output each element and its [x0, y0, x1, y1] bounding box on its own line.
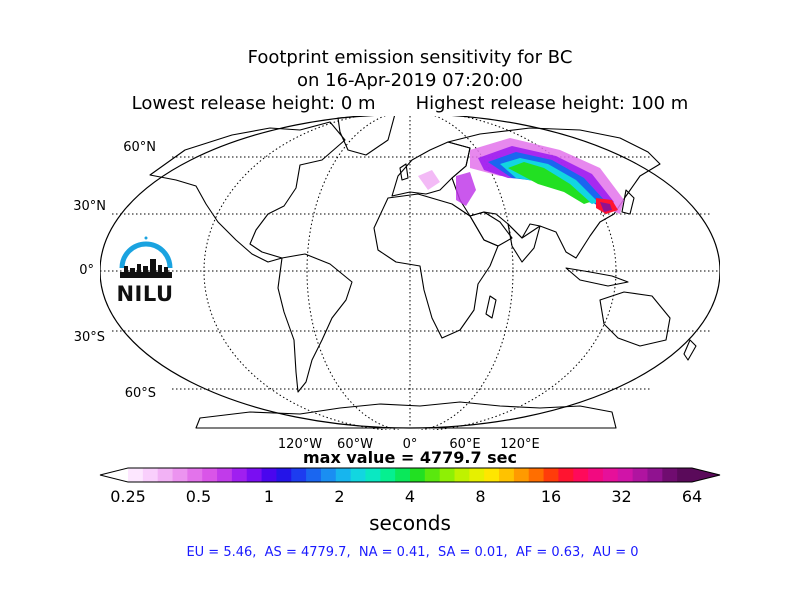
- lon-label-120w: 120°W: [277, 437, 323, 452]
- nilu-logo: NILU: [112, 232, 182, 306]
- colorbar-tick-label: 8: [475, 487, 486, 506]
- lat-label-60n: 60°N: [123, 140, 156, 155]
- colorbar-tick-label: 64: [681, 487, 703, 506]
- lon-label-120e: 120°E: [500, 437, 540, 452]
- nilu-logo-text: NILU: [116, 282, 174, 306]
- colorbar-tick-label: 32: [611, 487, 632, 506]
- max-value-label: max value = 4779.7 sec: [302, 448, 518, 467]
- lat-label-60s: 60°S: [124, 386, 156, 401]
- lon-label-60e: 60°E: [449, 437, 481, 452]
- title-line-3: Lowest release height: 0 m Highest relea…: [131, 93, 689, 114]
- graticule: [100, 116, 720, 430]
- colorbar-tick-label: 2: [334, 487, 345, 506]
- nilu-logo-graphic: [119, 236, 173, 278]
- region-stats: EU = 5.46, AS = 4779.7, NA = 0.41, SA = …: [186, 545, 639, 560]
- colorbar-tick-label: 0.5: [185, 487, 212, 506]
- colorbar-tick-label: 4: [404, 487, 416, 506]
- lat-label-0: 0°: [79, 263, 94, 278]
- colorbar-tick-label: 1: [263, 487, 275, 506]
- title-line-1: Footprint emission sensitivity for BC: [247, 47, 573, 68]
- footprint-plume: [418, 138, 624, 214]
- lat-label-30n: 30°N: [73, 199, 106, 214]
- lat-label-30s: 30°S: [73, 330, 105, 345]
- lon-label-60w: 60°W: [337, 437, 373, 452]
- colorbar-tick-label: 16: [540, 487, 562, 506]
- colorbar-tick-label: 0.25: [110, 487, 146, 506]
- colorbar-label: seconds: [369, 511, 451, 535]
- title-line-2: on 16-Apr-2019 07:20:00: [296, 70, 523, 91]
- lon-label-0: 0°: [402, 437, 418, 452]
